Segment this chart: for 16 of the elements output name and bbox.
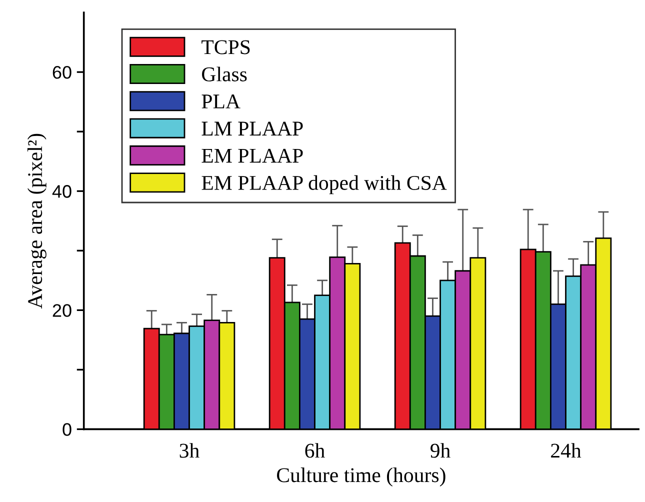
x-tick-label: 24h (551, 443, 582, 458)
y-tick-label: 60 (52, 66, 72, 79)
x-tick-label: 3h (180, 443, 200, 458)
legend-label: EM PLAAP (202, 148, 303, 163)
y-tick-label: 0 (62, 423, 72, 436)
y-axis-title: Average area (pixel²) (27, 134, 46, 309)
legend-label: EM PLAAP doped with CSA (202, 175, 447, 194)
x-axis-title: Culture time (hours) (277, 468, 446, 486)
legend-label: TCPS (202, 40, 250, 54)
x-tick-label: 6h (305, 443, 325, 458)
legend-label: PLA (202, 94, 240, 108)
x-tick-label: 9h (430, 443, 450, 458)
y-tick-label: 40 (52, 185, 72, 198)
legend-label: LM PLAAP (202, 122, 303, 136)
y-tick-label: 20 (52, 304, 72, 317)
legend-label: Glass (202, 66, 247, 82)
